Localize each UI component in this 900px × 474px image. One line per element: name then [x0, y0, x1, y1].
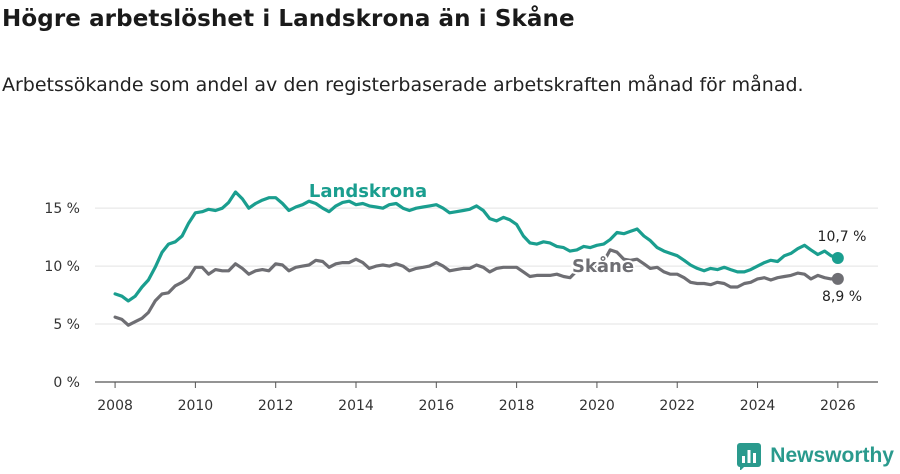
x-tick-label: 2010 [178, 398, 214, 414]
chart-title: Högre arbetslöshet i Landskrona än i Skå… [2, 6, 575, 32]
x-tick-label: 2018 [499, 398, 535, 414]
series-label-skane: Skåne [572, 255, 634, 277]
x-tick-label: 2024 [740, 398, 776, 414]
brand-name: Newsworthy [770, 444, 894, 467]
series-label-landskrona: Landskrona [309, 181, 427, 202]
x-tick-label: 2020 [579, 398, 615, 414]
y-tick-label: 0 % [53, 375, 80, 391]
x-tick-label: 2012 [258, 398, 294, 414]
x-tick-label: 2014 [338, 398, 374, 414]
y-tick-label: 15 % [44, 201, 80, 217]
chart-subtitle: Arbetssökande som andel av den registerb… [2, 74, 804, 96]
brand-logo: Newsworthy [736, 442, 894, 470]
end-point-landskrona [831, 252, 844, 265]
bar-chart-logo-icon [737, 443, 762, 470]
y-tick-label: 5 % [53, 317, 80, 333]
x-tick-label: 2022 [659, 398, 695, 414]
x-tick-label: 2008 [97, 398, 133, 414]
end-label-landskrona: 10,7 % [818, 229, 867, 245]
series-line-landskrona [113, 190, 840, 303]
end-point-skane [831, 272, 844, 285]
y-tick-label: 10 % [44, 259, 80, 275]
series-line-skane [113, 248, 840, 327]
x-tick-label: 2016 [418, 398, 454, 414]
x-tick-label: 2026 [820, 398, 856, 414]
end-label-skane: 8,9 % [822, 289, 862, 305]
